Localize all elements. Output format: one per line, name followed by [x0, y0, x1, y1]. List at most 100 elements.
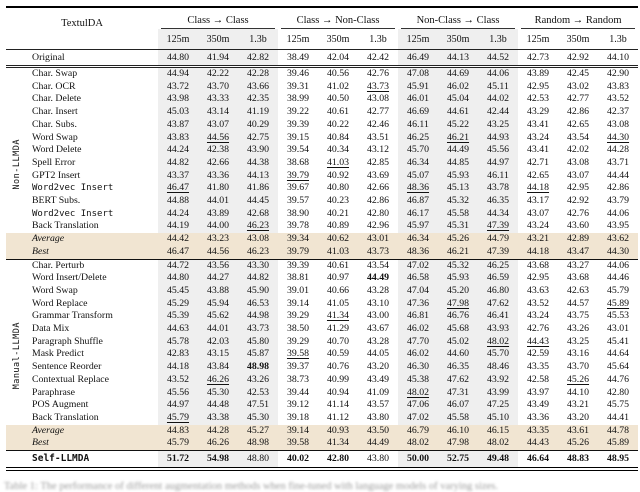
value-cell: 40.21 — [318, 208, 358, 221]
value-text: 42.65 — [567, 118, 590, 130]
row-label: BERT Subs. — [32, 195, 81, 207]
value-text: 43.30 — [246, 259, 270, 271]
value-text: 46.47 — [166, 182, 190, 194]
value-text: 43.88 — [206, 284, 230, 296]
value-cell: 44.49 — [438, 144, 479, 157]
value-cell: 42.82 — [238, 49, 278, 68]
row-label: Best — [28, 245, 158, 260]
value-text: 45.89 — [607, 297, 630, 309]
value-text: 43.16 — [567, 348, 590, 360]
value-cell: 46.26 — [198, 373, 238, 387]
value-cell: 45.32 — [438, 195, 479, 208]
value-cell: 45.78 — [158, 335, 198, 349]
value-text: 42.77 — [366, 106, 390, 118]
value-cell: 44.52 — [478, 49, 519, 68]
value-cell: 44.01 — [198, 323, 238, 336]
value-cell: 43.01 — [358, 233, 399, 246]
value-cell: 48.02 — [478, 437, 519, 452]
value-text: 52.75 — [446, 453, 470, 465]
value-text: 44.02 — [487, 93, 510, 105]
value-text: 44.06 — [607, 259, 630, 271]
value-text: 43.60 — [567, 220, 590, 232]
value-cell: 46.59 — [478, 272, 519, 285]
value-text: 42.03 — [206, 335, 230, 347]
value-cell: 47.36 — [398, 297, 439, 311]
value-text: 43.01 — [366, 233, 390, 245]
value-text: 40.94 — [326, 386, 350, 398]
value-text: 45.26 — [567, 373, 590, 385]
value-text: 46.34 — [406, 156, 430, 168]
value-text: 46.21 — [446, 245, 470, 257]
value-text: 44.13 — [446, 52, 470, 63]
value-cell: 44.79 — [478, 233, 519, 246]
value-text: 46.58 — [406, 272, 430, 284]
value-cell: 43.41 — [518, 144, 558, 157]
value-text: 42.80 — [607, 386, 630, 398]
value-text: 41.03 — [326, 245, 350, 257]
value-cell: 43.35 — [518, 361, 558, 374]
value-text: 49.48 — [487, 453, 510, 465]
value-cell: 44.93 — [478, 131, 519, 145]
value-text: 39.31 — [286, 80, 310, 92]
value-text: 42.80 — [366, 207, 390, 219]
row-label: Best — [28, 437, 158, 452]
value-text: 44.10 — [567, 386, 590, 398]
value-text: 43.37 — [166, 169, 190, 181]
value-text: 43.54 — [366, 259, 390, 271]
value-text: 43.08 — [567, 156, 590, 168]
value-text: 40.56 — [326, 68, 350, 79]
value-text: 44.06 — [487, 68, 510, 79]
value-cell: 39.18 — [278, 412, 318, 425]
value-cell: 43.88 — [198, 284, 238, 298]
value-text: 45.79 — [166, 437, 190, 449]
value-cell: 38.90 — [278, 208, 318, 221]
value-cell: 43.80 — [358, 450, 399, 472]
row-label: POS Augment — [32, 399, 89, 411]
value-text: 44.82 — [246, 272, 270, 284]
value-text: 39.44 — [286, 386, 310, 398]
value-text: 46.11 — [407, 118, 429, 130]
value-cell: 46.11 — [478, 169, 519, 183]
value-cell: 45.58 — [438, 207, 479, 221]
value-cell: 43.61 — [558, 424, 599, 438]
column-group-header: Random → Random — [518, 7, 638, 29]
row-label: Original — [28, 49, 158, 68]
value-cell: 43.98 — [158, 93, 198, 107]
value-cell: 40.61 — [318, 259, 358, 272]
value-cell: 39.15 — [278, 132, 318, 145]
value-cell: 42.73 — [518, 49, 559, 68]
value-cell: 43.08 — [238, 233, 278, 246]
value-text: 45.90 — [246, 284, 270, 296]
value-cell: 44.44 — [598, 170, 638, 183]
value-text: 44.78 — [607, 424, 630, 436]
value-text: 45.89 — [607, 437, 630, 449]
value-cell: 43.83 — [598, 81, 638, 94]
value-text: 45.10 — [487, 411, 510, 423]
value-cell: 43.27 — [558, 259, 598, 272]
value-text: 44.18 — [527, 182, 550, 194]
value-cell: 41.34 — [318, 310, 358, 323]
value-cell: 45.91 — [398, 80, 439, 94]
row-label: Char. Subs. — [32, 118, 77, 130]
value-text: 40.93 — [326, 424, 350, 436]
value-text: 51.72 — [166, 453, 190, 465]
value-cell: 43.83 — [158, 131, 198, 145]
value-cell: 40.93 — [318, 424, 358, 438]
value-text: 43.75 — [567, 310, 590, 322]
value-cell: 45.53 — [598, 310, 638, 323]
value-text: 48.36 — [406, 245, 430, 257]
value-text: 45.79 — [607, 284, 630, 296]
value-text: 41.19 — [246, 106, 270, 118]
value-text: 42.75 — [246, 131, 270, 143]
row-label: Char. OCR — [32, 80, 76, 92]
value-text: 45.26 — [446, 233, 470, 245]
value-cell: 42.46 — [358, 119, 398, 132]
row-label: Word2vec Insert — [32, 183, 114, 194]
value-text: 39.15 — [286, 131, 310, 143]
value-text: 42.63 — [567, 284, 590, 296]
value-text: 44.97 — [487, 156, 510, 168]
value-text: 45.97 — [406, 220, 430, 232]
value-text: 44.27 — [206, 272, 230, 284]
value-cell: 45.20 — [438, 284, 479, 298]
value-cell: 43.02 — [558, 81, 598, 94]
